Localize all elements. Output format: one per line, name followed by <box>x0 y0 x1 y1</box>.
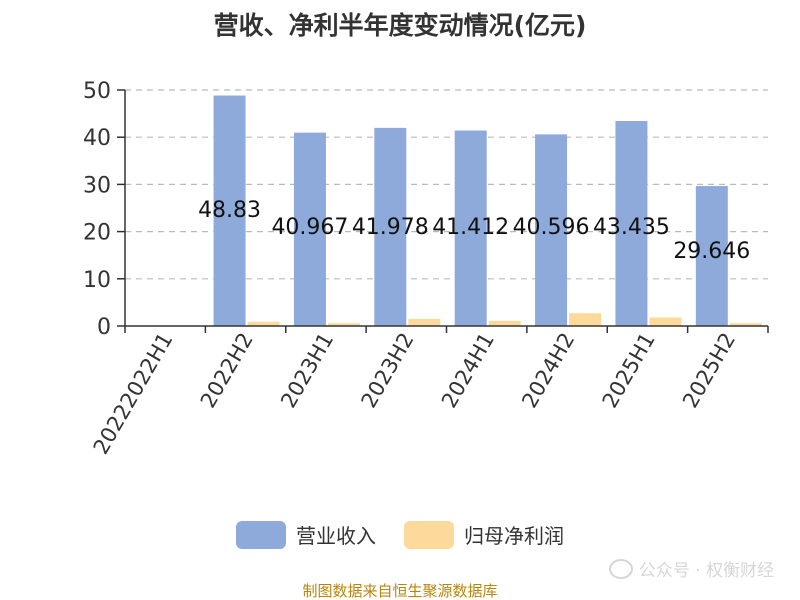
revenue-bar <box>213 95 246 326</box>
legend-label-revenue: 营业收入 <box>296 524 376 548</box>
x-tick-label: 2023H2 <box>357 329 419 413</box>
data-label: 43.435 <box>593 215 670 240</box>
y-tick-label: 50 <box>83 79 111 104</box>
data-label: 40.967 <box>271 215 348 240</box>
data-label: 48.83 <box>198 198 261 223</box>
profit-bar <box>569 313 602 326</box>
gridlines <box>125 89 768 280</box>
chart-title: 营收、净利半年度变动情况(亿元) <box>213 11 587 40</box>
revenue-bar <box>454 130 487 326</box>
y-tick-label: 30 <box>83 173 111 198</box>
y-tick-label: 20 <box>83 221 111 246</box>
profit-bar <box>488 320 521 326</box>
x-tick-label: 2024H2 <box>517 329 579 413</box>
revenue-bar <box>695 186 728 326</box>
profit-bar <box>327 323 360 326</box>
x-tick-label: 2024H1 <box>437 329 499 413</box>
y-tick-label: 10 <box>83 268 111 293</box>
profit-bar <box>649 317 682 326</box>
watermark: 公众号 · 权衡财经 <box>608 556 774 581</box>
x-tick-label: 2023H1 <box>276 329 338 413</box>
wechat-icon <box>608 558 633 579</box>
data-label: 41.412 <box>432 215 509 240</box>
data-label: 41.978 <box>352 215 429 240</box>
bars <box>213 95 762 327</box>
legend-label-profit: 归母净利润 <box>464 524 564 548</box>
revenue-bar <box>535 134 568 326</box>
x-tick-label: 2025H2 <box>678 329 740 413</box>
legend-swatch-revenue <box>236 520 286 549</box>
x-tick-label: 20222022H1 <box>89 329 178 459</box>
legend: 营业收入 归母净利润 <box>0 520 800 549</box>
data-labels: 48.83 40.967 41.978 41.412 40.596 43.43529.64… <box>198 198 750 264</box>
y-tick-label: 40 <box>83 126 111 151</box>
profit-bar <box>408 318 441 326</box>
profit-bar <box>247 321 280 326</box>
revenue-bar <box>615 120 648 326</box>
legend-swatch-profit <box>404 520 454 549</box>
watermark-text: 公众号 · 权衡财经 <box>638 561 774 581</box>
axes: 0 10 20 30 40 50 20222022H1 2022H2 2023H1 2023H2 2… <box>83 79 769 459</box>
profit-bar <box>729 323 762 326</box>
legend-item-profit[interactable]: 归母净利润 <box>404 520 564 549</box>
data-label: 40.596 <box>513 215 590 240</box>
x-tick-label: 2025H1 <box>598 329 660 413</box>
source-note: 制图数据来自恒生聚源数据库 <box>302 582 498 600</box>
legend-item-revenue[interactable]: 营业收入 <box>236 520 376 549</box>
revenue-bar <box>293 132 326 326</box>
data-label: 29.646 <box>673 239 750 264</box>
y-tick-label: 0 <box>97 315 111 340</box>
revenue-bar <box>374 127 407 327</box>
x-tick-label: 2022H2 <box>196 329 258 413</box>
